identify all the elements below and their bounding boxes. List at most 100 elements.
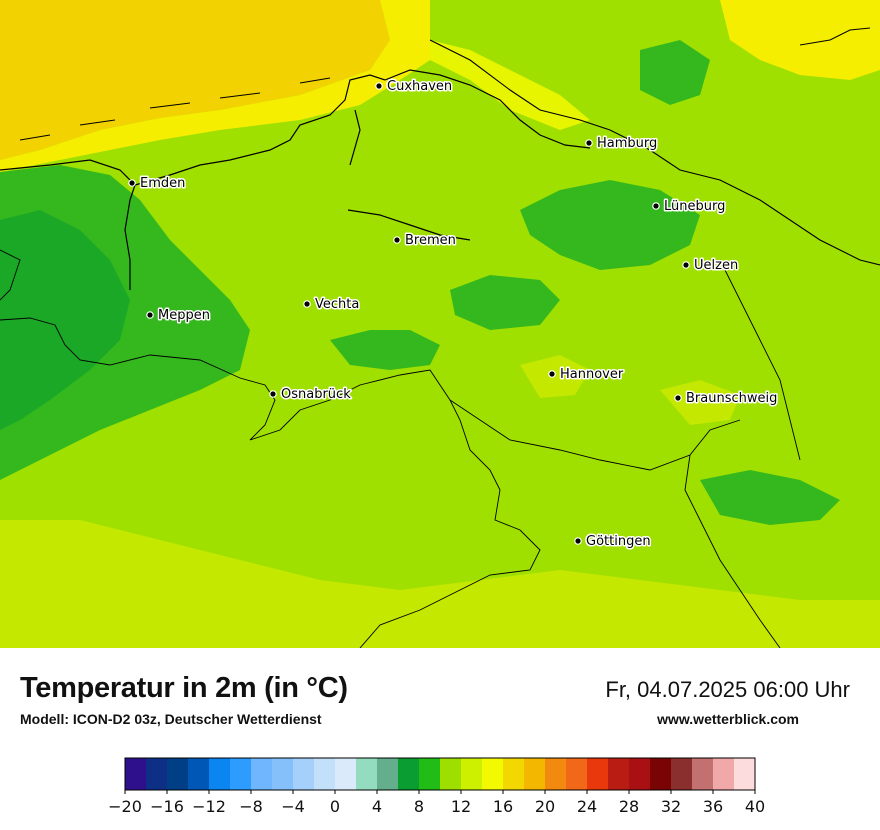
colorbar-cell bbox=[356, 758, 378, 790]
coastal-strip-east bbox=[720, 0, 880, 80]
temperature-map: Cuxhaven Hamburg Emden Lüneburg Bremen Uelzen… bbox=[0, 0, 880, 648]
city-label: Hamburg bbox=[597, 136, 657, 151]
colorbar-cell bbox=[587, 758, 609, 790]
colorbar-tick-label: 40 bbox=[745, 797, 765, 816]
city-label: Emden bbox=[140, 176, 185, 191]
city-emden: Emden bbox=[128, 175, 187, 193]
city-marker-dot bbox=[146, 311, 154, 319]
city-label: Vechta bbox=[315, 297, 359, 312]
colorbar-tick-label: 32 bbox=[661, 797, 681, 816]
city-braunschweig: Braunschweig bbox=[674, 390, 779, 408]
colorbar-cell bbox=[524, 758, 546, 790]
colorbar-cell bbox=[209, 758, 231, 790]
coastal-strip-west bbox=[0, 0, 430, 172]
city-label: Cuxhaven bbox=[387, 79, 452, 94]
colorbar-cell bbox=[398, 758, 420, 790]
city-label: Hannover bbox=[560, 367, 624, 382]
colorbar-cell bbox=[188, 758, 210, 790]
colorbar-cell bbox=[314, 758, 336, 790]
city-hannover: Hannover bbox=[548, 366, 625, 384]
city-marker-dot bbox=[682, 261, 690, 269]
state-borders bbox=[0, 249, 801, 648]
city-meppen: Meppen bbox=[146, 307, 211, 325]
colorbar-tick-label: 28 bbox=[619, 797, 639, 816]
forecast-datetime: Fr, 04.07.2025 06:00 Uhr bbox=[605, 677, 850, 702]
cooler-zone-west bbox=[0, 210, 130, 430]
colorbar-cell bbox=[440, 758, 462, 790]
colorbar-cell bbox=[545, 758, 567, 790]
city-cuxhaven: Cuxhaven bbox=[375, 78, 454, 96]
website-link[interactable]: www.wetterblick.com bbox=[657, 711, 799, 727]
colorbar-cell bbox=[566, 758, 588, 790]
colorbar-cell bbox=[125, 758, 147, 790]
city-label: Meppen bbox=[158, 308, 210, 323]
city-marker-dot bbox=[585, 139, 593, 147]
city-marker-dot bbox=[128, 179, 136, 187]
city-marker-dot bbox=[375, 82, 383, 90]
colorbar-cell bbox=[377, 758, 399, 790]
colorbar-cell bbox=[503, 758, 525, 790]
city-label: Osnabrück bbox=[281, 387, 351, 402]
colorbar-cell bbox=[461, 758, 483, 790]
island-outlines bbox=[19, 27, 871, 141]
city-osnabrück: Osnabrück bbox=[269, 386, 353, 404]
colorbar-tick-label: 12 bbox=[451, 797, 471, 816]
map-title: Temperatur in 2m (in °C) bbox=[20, 672, 348, 704]
city-label: Uelzen bbox=[694, 258, 738, 273]
colorbar-cell bbox=[251, 758, 273, 790]
cool-patch-harz bbox=[700, 470, 840, 525]
colorbar-cell bbox=[692, 758, 714, 790]
warm-patch-braunschweig bbox=[660, 380, 740, 425]
city-vechta: Vechta bbox=[303, 296, 361, 314]
city-label: Lüneburg bbox=[664, 199, 725, 214]
color-legend: −20 −16 −12 −8 −4 0 4 8 12 16 20 24 28 32 36 40 bbox=[108, 757, 765, 816]
city-göttingen: Göttingen bbox=[574, 533, 652, 551]
model-source: Modell: ICON-D2 03z, Deutscher Wetterdie… bbox=[20, 711, 322, 727]
city-uelzen: Uelzen bbox=[682, 257, 740, 275]
colorbar-tick-label: −20 bbox=[108, 797, 142, 816]
colorbar-tick-label: −8 bbox=[239, 797, 263, 816]
colorbar-cell bbox=[167, 758, 189, 790]
city-marker-dot bbox=[674, 394, 682, 402]
colorbar-cell bbox=[335, 758, 357, 790]
colorbar-cell bbox=[293, 758, 315, 790]
colorbar-cell bbox=[272, 758, 294, 790]
warm-patch-hannover bbox=[520, 355, 590, 398]
colorbar-tick-label: 8 bbox=[414, 797, 424, 816]
colorbar-cell bbox=[629, 758, 651, 790]
cool-patch-mid bbox=[330, 330, 440, 370]
map-footer: Temperatur in 2m (in °C) Modell: ICON-D2… bbox=[0, 648, 880, 830]
colorbar-frame bbox=[124, 757, 756, 791]
colorbar-tick-label: 0 bbox=[330, 797, 340, 816]
city-marker-dot bbox=[652, 202, 660, 210]
colorbar-cell bbox=[650, 758, 672, 790]
colorbar-tick-label: 16 bbox=[493, 797, 513, 816]
city-label: Braunschweig bbox=[686, 391, 777, 406]
north-sea bbox=[0, 0, 390, 160]
city-marker-dot bbox=[303, 300, 311, 308]
colorbar-tick-label: 36 bbox=[703, 797, 723, 816]
city-label: Göttingen bbox=[586, 534, 651, 549]
colorbar-cell bbox=[482, 758, 504, 790]
colorbar-tick-label: 20 bbox=[535, 797, 555, 816]
cool-patch-ne bbox=[640, 40, 710, 105]
cool-patch-center bbox=[450, 275, 560, 330]
colorbar-tick-label: 24 bbox=[577, 797, 597, 816]
city-hamburg: Hamburg bbox=[585, 135, 659, 153]
colorbar-cell bbox=[230, 758, 252, 790]
city-marker-dot bbox=[548, 370, 556, 378]
city-bremen: Bremen bbox=[393, 232, 457, 250]
elbe-coast bbox=[430, 40, 590, 130]
city-marker-dot bbox=[574, 537, 582, 545]
elbe-river bbox=[429, 39, 880, 266]
colorbar-tick-label: −4 bbox=[281, 797, 305, 816]
colorbar-tick-label: −12 bbox=[192, 797, 226, 816]
colorbar-cell bbox=[671, 758, 693, 790]
colorbar-cell bbox=[146, 758, 168, 790]
colorbar-tick-label: −16 bbox=[150, 797, 184, 816]
colorbar-tick-label: 4 bbox=[372, 797, 382, 816]
colorbar-cell bbox=[734, 758, 756, 790]
colorbar-cell bbox=[608, 758, 630, 790]
warm-patch-south bbox=[0, 520, 880, 648]
city-marker-dot bbox=[269, 390, 277, 398]
